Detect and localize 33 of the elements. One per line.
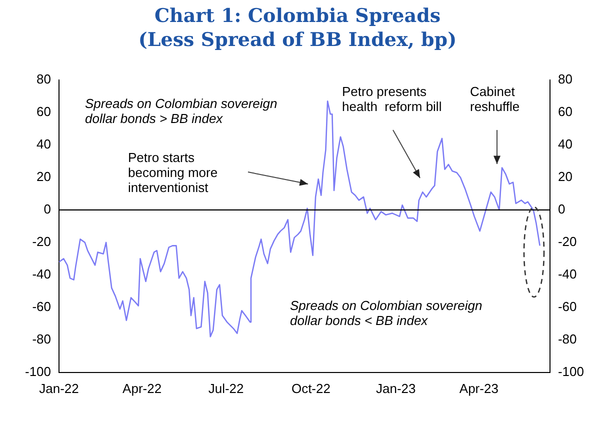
y2-tick-label: 80 [558,72,572,87]
y2-tick-label: -100 [558,364,584,379]
x-tick-label: Apr-22 [122,380,162,396]
annotation: Petro presents health reform bill [342,84,442,114]
y-tick-label: -40 [32,266,52,282]
annotation: Spreads on Colombian sovereign dollar bonds > BB index [85,96,278,126]
annotation: Cabinet reshuffle [470,84,520,114]
x-tick-label: Oct-22 [291,380,330,396]
y-tick-label: 80 [36,72,52,87]
x-tick-label: Jan-22 [39,380,79,396]
annotation: Spreads on Colombian sovereign dollar bonds < BB index [290,298,482,328]
y-tick-label: 0 [44,202,52,217]
y2-tick-label: -20 [558,234,577,250]
x-tick-label: Jan-23 [376,380,416,396]
y2-tick-label: -40 [558,266,577,282]
y-tick-label: 40 [36,136,52,152]
y-tick-label: -100 [24,364,52,379]
x-tick-label: Apr-23 [459,380,498,396]
y2-tick-label: -80 [558,331,577,346]
y-tick-label: 20 [36,169,52,184]
y2-tick-label: 40 [558,136,572,152]
y-tick-label: -80 [32,331,52,346]
y2-tick-label: 0 [558,202,566,217]
chart-subtitle: (Less Spread of BB Index, bp) [137,28,458,52]
y-tick-label: -20 [32,234,52,250]
chart-title: Chart 1: Colombia Spreads [153,4,442,28]
x-tick-label: Jul-22 [208,380,244,396]
y-tick-label: -60 [32,299,52,314]
y2-tick-label: 60 [558,104,572,120]
y-tick-label: 60 [36,104,52,120]
annotation: Petro starts becoming more interventionist [128,150,218,196]
y2-tick-label: -60 [558,299,577,314]
y2-tick-label: 20 [558,169,572,184]
